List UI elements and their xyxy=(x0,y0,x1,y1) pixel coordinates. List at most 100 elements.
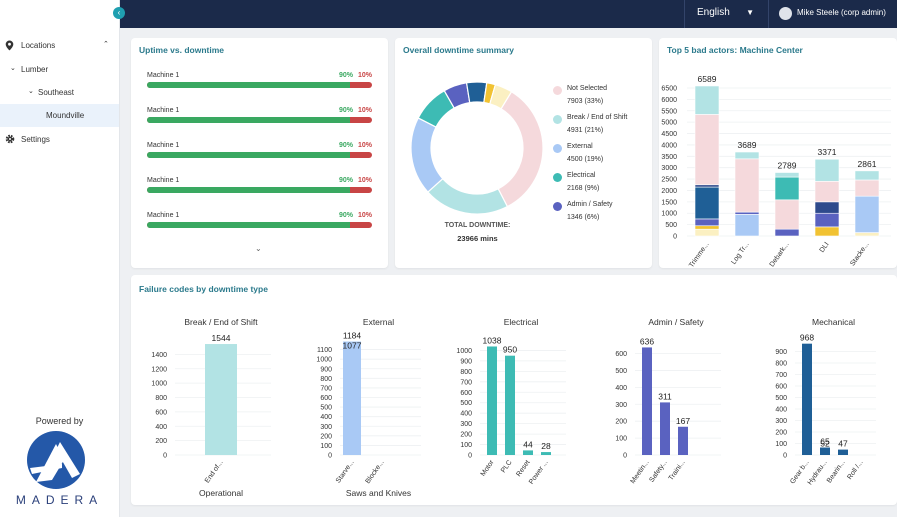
bar[interactable] xyxy=(505,355,515,455)
bar-value-label: 28 xyxy=(541,441,551,451)
uptime-percent: 90% xyxy=(339,107,354,114)
group-label: Operational xyxy=(199,488,243,498)
y-tick-label: 1500 xyxy=(661,199,677,206)
stacked-bar-segment[interactable] xyxy=(814,226,840,237)
bar[interactable] xyxy=(487,346,497,455)
chart-title: Admin / Safety xyxy=(648,317,704,327)
stacked-bar-segment[interactable] xyxy=(854,170,880,181)
x-tick-label: Reset xyxy=(515,459,531,478)
y-tick-label: 6500 xyxy=(661,86,677,93)
chevron-up-icon[interactable]: ⌃ xyxy=(103,41,109,48)
y-tick-label: 2500 xyxy=(661,177,677,184)
donut-slice[interactable] xyxy=(497,90,544,208)
sidebar-item-locations[interactable]: Locations ⌃ xyxy=(0,40,119,52)
uptime-bar-fill xyxy=(147,152,350,158)
stacked-bar-segment[interactable] xyxy=(814,181,840,203)
y-tick-label: 300 xyxy=(460,421,472,428)
donut-slice[interactable] xyxy=(427,177,509,215)
stacked-bar-segment[interactable] xyxy=(734,214,760,237)
donut-slice[interactable] xyxy=(489,83,513,110)
legend-value: 4931 (21%) xyxy=(567,127,604,134)
bar[interactable] xyxy=(523,450,533,455)
stacked-bar-segment[interactable] xyxy=(814,158,840,182)
bar[interactable] xyxy=(642,347,652,455)
stacked-bar-segment[interactable] xyxy=(854,232,880,237)
bar[interactable] xyxy=(838,449,848,455)
y-tick-label: 900 xyxy=(775,349,787,356)
bar[interactable] xyxy=(660,402,670,455)
bar[interactable] xyxy=(820,447,830,455)
downtime-percent: 10% xyxy=(358,142,373,149)
bar-total-label: 2789 xyxy=(778,160,797,170)
sidebar-item-moundville[interactable]: Moundville xyxy=(0,104,119,127)
bar-total-label: 3689 xyxy=(738,140,757,150)
stacked-bar-segment[interactable] xyxy=(734,151,760,160)
y-tick-label: 200 xyxy=(615,419,627,426)
y-tick-label: 0 xyxy=(163,453,167,460)
stacked-bar-segment[interactable] xyxy=(694,218,720,227)
y-tick-label: 0 xyxy=(673,234,677,241)
stacked-bar-segment[interactable] xyxy=(774,228,800,237)
uptime-percent: 90% xyxy=(339,177,354,184)
sidebar-item-settings[interactable]: Settings xyxy=(0,134,119,146)
failure-codes-chart: Break / End of Shift02004006008001000120… xyxy=(151,317,876,498)
user-menu[interactable]: Mike Steele (corp admin) xyxy=(768,0,897,28)
language-select[interactable]: English ▼ xyxy=(684,0,764,28)
bar[interactable] xyxy=(678,426,688,455)
sidebar-item-lumber[interactable]: ⌄ Lumber xyxy=(0,64,119,76)
collapse-sidebar-icon[interactable]: ‹ xyxy=(113,7,125,19)
stacked-bar-segment[interactable] xyxy=(774,176,800,201)
bar[interactable] xyxy=(802,343,812,455)
legend-label: External xyxy=(567,143,593,150)
bar-total-label: 3371 xyxy=(818,147,837,157)
stacked-bar-segment[interactable] xyxy=(694,184,720,188)
madera-logo xyxy=(27,431,85,489)
sidebar-item-southeast[interactable]: ⌄ Southeast xyxy=(0,87,119,99)
stacked-bar-segment[interactable] xyxy=(694,225,720,230)
uptime-bar xyxy=(147,82,372,88)
y-tick-label: 1000 xyxy=(316,357,332,364)
stacked-bar-segment[interactable] xyxy=(694,85,720,115)
machine-row[interactable]: Machine 1 90% 10% xyxy=(147,177,372,199)
stacked-bar-segment[interactable] xyxy=(774,199,800,230)
powered-by-label: Powered by xyxy=(35,416,84,426)
y-tick-label: 600 xyxy=(155,409,167,416)
bar[interactable] xyxy=(205,344,237,455)
sidebar-item-label: Moundville xyxy=(46,111,85,120)
y-tick-label: 800 xyxy=(320,376,332,383)
y-tick-label: 200 xyxy=(155,438,167,445)
stacked-bar-segment[interactable] xyxy=(694,114,720,186)
bar[interactable] xyxy=(541,452,551,455)
x-tick-label: Stacke... xyxy=(849,241,870,267)
sidebar: Locations ⌃ ⌄ Lumber ⌄ Southeast Moundvi… xyxy=(0,0,120,517)
bar-value-label: 52 xyxy=(820,439,830,449)
bar[interactable] xyxy=(343,341,361,455)
y-tick-label: 600 xyxy=(615,351,627,358)
machine-row[interactable]: Machine 1 90% 10% xyxy=(147,72,372,94)
stacked-bar-segment[interactable] xyxy=(694,228,720,237)
stacked-bar-segment[interactable] xyxy=(814,201,840,214)
stacked-bar-segment[interactable] xyxy=(734,158,760,213)
bar-value-label: 47 xyxy=(838,439,848,449)
downtime-donut-chart xyxy=(410,81,544,215)
y-tick-label: 200 xyxy=(460,432,472,439)
machine-row[interactable]: Machine 1 90% 10% xyxy=(147,142,372,164)
stacked-bar-segment[interactable] xyxy=(854,179,880,197)
bar-value-label: 311 xyxy=(658,391,672,401)
downtime-percent: 10% xyxy=(358,107,373,114)
donut-slice[interactable] xyxy=(410,117,444,193)
stacked-bar-segment[interactable] xyxy=(734,211,760,215)
uptime-bar-fill xyxy=(147,222,350,228)
y-tick-label: 500 xyxy=(615,368,627,375)
chevron-down-icon[interactable]: ⌄ xyxy=(255,244,262,253)
chart-title: Break / End of Shift xyxy=(184,317,258,327)
x-tick-label: PLC xyxy=(500,459,514,474)
downtime-percent: 10% xyxy=(358,177,373,184)
stacked-bar-segment[interactable] xyxy=(854,195,880,233)
machine-row[interactable]: Machine 1 90% 10% xyxy=(147,107,372,129)
uptime-bar xyxy=(147,152,372,158)
stacked-bar-segment[interactable] xyxy=(774,172,800,178)
stacked-bar-segment[interactable] xyxy=(694,186,720,220)
machine-row[interactable]: Machine 1 90% 10% xyxy=(147,212,372,234)
stacked-bar-segment[interactable] xyxy=(814,212,840,228)
